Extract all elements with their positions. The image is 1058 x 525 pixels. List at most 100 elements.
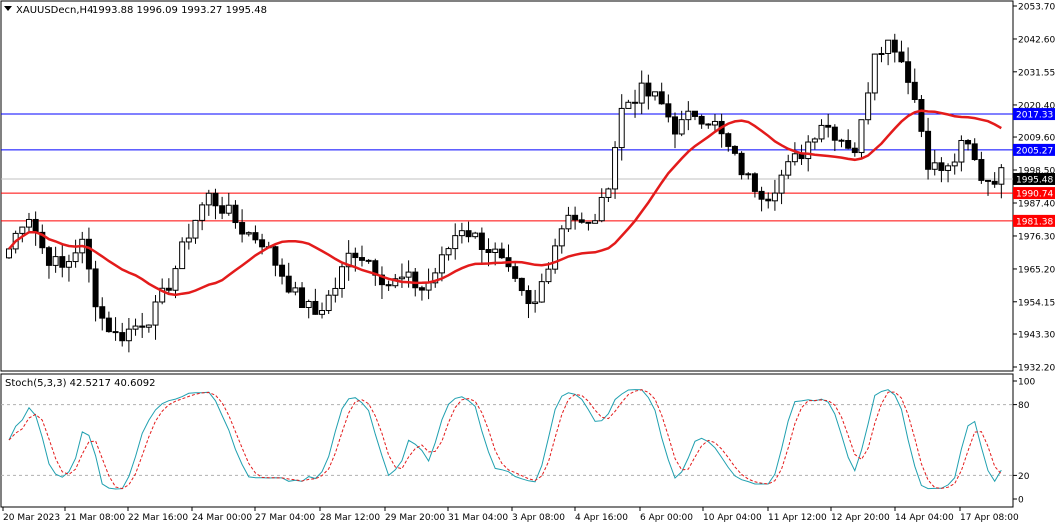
candle-body bbox=[305, 300, 312, 309]
moving-average-layer bbox=[8, 109, 1002, 297]
time-tick-label: 31 Mar 04:00 bbox=[448, 513, 508, 523]
candle-body bbox=[179, 241, 186, 270]
candle-body bbox=[432, 272, 439, 284]
candle-body bbox=[612, 147, 619, 190]
price-tick-label: 2020.40 bbox=[1018, 101, 1055, 111]
stoch-panel-frame bbox=[0, 373, 1014, 508]
candle-body bbox=[45, 247, 52, 266]
time-tick-label: 6 Apr 00:00 bbox=[640, 513, 693, 523]
price-tick-label: 1965.20 bbox=[1018, 265, 1055, 275]
candle-body bbox=[598, 196, 605, 222]
stoch-tick-label: 20 bbox=[1018, 472, 1030, 482]
candle-body bbox=[139, 325, 146, 328]
candle-body bbox=[978, 159, 985, 181]
stoch-signal-line[interactable] bbox=[8, 389, 1002, 490]
candles-layer bbox=[6, 33, 1005, 353]
candle-body bbox=[532, 301, 539, 305]
time-tick-label: 28 Mar 12:00 bbox=[320, 513, 380, 523]
candle-body bbox=[552, 245, 559, 270]
candle-body bbox=[958, 139, 965, 163]
time-tick-label: 4 Apr 16:00 bbox=[575, 513, 628, 523]
candle-body bbox=[592, 220, 599, 224]
candle-body bbox=[32, 218, 39, 233]
candle-body bbox=[99, 306, 106, 319]
price-tick-label: 1954.15 bbox=[1018, 298, 1055, 308]
candle-body bbox=[339, 266, 345, 289]
candle-body bbox=[418, 287, 425, 291]
candle-body bbox=[145, 324, 152, 328]
ohlc-readout: 1993.88 1996.09 1993.27 1995.48 bbox=[92, 5, 267, 16]
candle-body bbox=[885, 39, 892, 54]
candle-body bbox=[39, 231, 46, 249]
candle-body bbox=[498, 248, 505, 259]
candle-body bbox=[452, 235, 459, 250]
candle-body bbox=[905, 61, 912, 83]
time-tick-label: 10 Apr 04:00 bbox=[703, 513, 762, 523]
time-tick-label: 17 Apr 08:00 bbox=[960, 513, 1019, 523]
candle-body bbox=[232, 204, 239, 224]
candle-body bbox=[711, 120, 718, 126]
candle-body bbox=[125, 328, 132, 342]
candle-body bbox=[292, 287, 299, 293]
time-tick-label: 24 Mar 00:00 bbox=[192, 513, 252, 523]
candle-body bbox=[858, 119, 865, 154]
candle-body bbox=[545, 268, 552, 283]
candle-body bbox=[771, 192, 778, 202]
price-tick-label: 1976.30 bbox=[1018, 232, 1055, 242]
price-level-label: 2017.33 bbox=[1016, 111, 1053, 121]
candle-body bbox=[765, 198, 772, 202]
candle-body bbox=[965, 139, 972, 145]
candle-body bbox=[492, 248, 499, 254]
candle-body bbox=[725, 133, 732, 147]
candle-body bbox=[845, 140, 852, 149]
candle-body bbox=[105, 317, 112, 333]
candle-body bbox=[445, 248, 452, 256]
stoch-tick-label: 80 bbox=[1018, 401, 1030, 411]
time-tick-label: 29 Mar 20:00 bbox=[385, 513, 445, 523]
chart-dropdown-icon[interactable] bbox=[4, 6, 12, 11]
candle-body bbox=[212, 192, 219, 207]
candle-body bbox=[72, 252, 79, 263]
time-tick-label: 21 Mar 08:00 bbox=[65, 513, 125, 523]
candle-body bbox=[272, 246, 279, 266]
candle-body bbox=[365, 259, 372, 262]
candle-body bbox=[312, 300, 319, 315]
candle-body bbox=[405, 271, 412, 278]
stoch-layer bbox=[1, 389, 1013, 490]
candle-body bbox=[898, 51, 905, 63]
candle-body bbox=[25, 218, 32, 228]
time-axis: 20 Mar 2023 21 Mar 08:00 22 Mar 16:00 24 Ma… bbox=[2, 507, 1019, 523]
candle-body bbox=[625, 101, 632, 109]
candle-body bbox=[185, 237, 192, 243]
candle-body bbox=[425, 282, 432, 291]
candle-body bbox=[458, 230, 465, 237]
candle-body bbox=[572, 214, 579, 221]
candle-body bbox=[85, 238, 92, 270]
stoch-tick-label: 0 bbox=[1018, 496, 1024, 506]
candle-body bbox=[65, 261, 72, 268]
stoch-main-line[interactable] bbox=[8, 389, 1002, 490]
candle-body bbox=[931, 162, 938, 170]
candle-body bbox=[758, 190, 765, 200]
candle-body bbox=[778, 174, 785, 194]
candle-body bbox=[851, 147, 858, 154]
time-tick-label: 12 Apr 20:00 bbox=[831, 513, 890, 523]
candle-body bbox=[205, 192, 212, 206]
candle-body bbox=[558, 228, 565, 247]
candle-body bbox=[192, 219, 199, 239]
candle-body bbox=[385, 284, 392, 287]
candle-body bbox=[525, 290, 532, 305]
candle-body bbox=[52, 256, 59, 266]
candle-body bbox=[678, 119, 685, 135]
candle-body bbox=[478, 232, 485, 250]
price-tick-label: 2031.55 bbox=[1018, 68, 1055, 78]
candle-body bbox=[638, 82, 645, 104]
candle-body bbox=[645, 82, 652, 97]
candle-body bbox=[652, 91, 659, 97]
time-tick-label: 27 Mar 04:00 bbox=[255, 513, 315, 523]
moving-average-line[interactable] bbox=[8, 109, 1002, 297]
candle-body bbox=[665, 103, 672, 118]
price-tick-label: 1998.50 bbox=[1018, 167, 1055, 177]
